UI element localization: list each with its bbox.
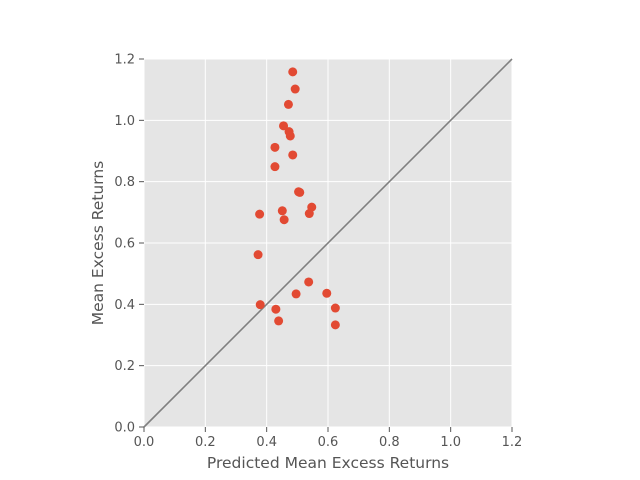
x-tick-label: 1.2 xyxy=(502,435,523,450)
data-points xyxy=(253,67,340,330)
data-point xyxy=(295,187,305,197)
data-point xyxy=(285,131,295,141)
y-tick-label: 1.0 xyxy=(114,114,135,129)
data-point xyxy=(304,209,314,219)
data-point xyxy=(322,288,332,298)
data-point xyxy=(270,142,280,152)
data-point xyxy=(283,99,293,109)
data-point xyxy=(330,303,340,313)
data-point xyxy=(277,206,287,216)
y-tick-label: 0.4 xyxy=(114,298,135,313)
y-tick-label: 1.2 xyxy=(114,53,135,68)
data-point xyxy=(253,250,263,260)
data-point xyxy=(270,162,280,172)
y-tick-label: 0.6 xyxy=(114,237,135,252)
data-point xyxy=(291,289,301,299)
x-tick-label: 0.4 xyxy=(256,435,277,450)
x-tick-label: 0.6 xyxy=(318,435,339,450)
data-point xyxy=(255,209,265,219)
data-point xyxy=(279,121,289,131)
x-tick-label: 0.2 xyxy=(195,435,216,450)
x-tick-label: 0.8 xyxy=(379,435,400,450)
data-point xyxy=(304,277,314,287)
y-tick-label: 0.8 xyxy=(114,175,135,190)
data-point xyxy=(274,316,284,326)
data-point xyxy=(279,215,289,225)
data-point xyxy=(288,67,298,77)
data-point xyxy=(330,320,340,330)
x-tick-label: 1.0 xyxy=(440,435,461,450)
y-tick-label: 0.0 xyxy=(114,421,135,436)
x-axis-label: Predicted Mean Excess Returns xyxy=(207,454,449,472)
data-point xyxy=(288,150,298,160)
reference-line xyxy=(143,58,513,428)
data-point xyxy=(255,300,265,310)
data-point xyxy=(271,304,281,314)
y-tick-label: 0.2 xyxy=(114,359,135,374)
axis-ticks: 0.0 0.2 0.4 0.6 0.8 1.0 1.2 0.0 0.2 0.4 0.6 0.8 1.0 1… xyxy=(114,53,522,451)
x-tick-label: 0.0 xyxy=(134,435,155,450)
y-axis-label: Mean Excess Returns xyxy=(89,161,107,326)
data-point xyxy=(290,84,300,94)
